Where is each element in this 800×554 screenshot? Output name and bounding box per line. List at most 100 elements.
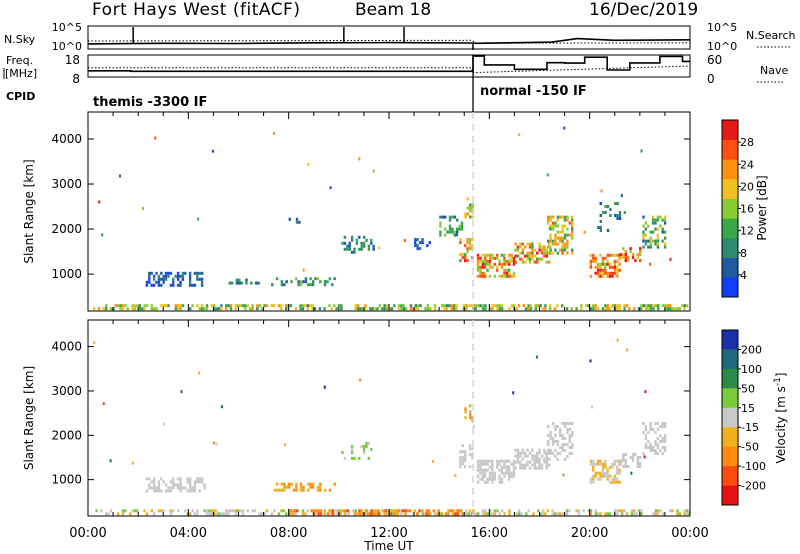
power-cell — [527, 307, 530, 311]
velocity-cell — [152, 480, 156, 484]
power-cell — [654, 221, 657, 225]
power-cell — [311, 283, 315, 287]
power-cell — [545, 248, 548, 252]
velocity-outlier — [589, 359, 592, 363]
velocity-cell — [179, 483, 182, 487]
power-cell — [563, 236, 567, 240]
power-cell — [150, 307, 153, 311]
power-cell — [297, 283, 300, 287]
velocity-cell — [403, 509, 407, 513]
velocity-cell — [327, 512, 330, 516]
power-cell — [616, 304, 619, 308]
velocity-cell — [293, 509, 296, 513]
power-cell — [656, 242, 660, 246]
power-cell — [200, 277, 204, 281]
power-cell — [571, 251, 574, 255]
velocity-cell — [459, 462, 462, 466]
power-cell — [479, 304, 482, 308]
power-cell — [642, 230, 645, 234]
power-cell — [481, 265, 484, 269]
power-cell — [191, 283, 194, 287]
power-cell — [604, 256, 607, 260]
power-cell — [559, 236, 562, 240]
power-cell — [196, 271, 199, 275]
power-cell — [439, 215, 442, 219]
power-cell — [571, 248, 574, 252]
power-cell — [251, 307, 254, 311]
velocity-cell — [551, 452, 555, 455]
velocity-colorbar-swatch — [722, 446, 738, 467]
power-cell — [383, 304, 386, 308]
power-cell — [553, 307, 557, 311]
power-cell — [559, 239, 562, 243]
velocity-cell — [203, 486, 206, 490]
x-tick-label: 20:00 — [571, 526, 608, 541]
velocity-outlier — [591, 405, 593, 409]
velocity-cell — [155, 489, 158, 493]
power-cell — [451, 215, 454, 219]
velocity-outlier — [212, 441, 215, 445]
velocity-cell — [566, 422, 569, 425]
power-cell — [551, 215, 555, 219]
velocity-cell — [571, 422, 574, 425]
velocity-cell — [330, 512, 333, 516]
velocity-cell — [624, 462, 627, 465]
power-cell — [519, 242, 522, 246]
power-cell — [498, 304, 501, 308]
velocity-cell — [464, 416, 467, 420]
power-cell — [604, 307, 607, 311]
power-cell — [656, 227, 660, 231]
velocity-cell — [556, 425, 559, 428]
power-cell — [629, 247, 632, 251]
velocity-cell — [556, 443, 559, 446]
power-cell — [184, 271, 187, 275]
velocity-cell — [198, 477, 201, 481]
velocity-cell — [563, 443, 567, 446]
power-cell — [606, 253, 609, 257]
power-cell — [196, 277, 199, 281]
power-cell — [138, 304, 141, 308]
power-cell — [524, 254, 527, 258]
velocity-cell — [505, 465, 508, 469]
velocity-cell — [469, 512, 473, 516]
power-cell — [409, 304, 413, 308]
velocity-cell — [582, 509, 585, 513]
power-cell — [114, 304, 117, 308]
velocity-cell — [215, 509, 218, 513]
power-cell — [512, 262, 516, 266]
velocity-cell — [661, 452, 664, 455]
velocity-cell — [519, 466, 522, 470]
power-cell — [476, 268, 480, 272]
velocity-cell — [512, 474, 516, 478]
power-cell — [681, 304, 684, 308]
velocity-cell — [516, 457, 520, 461]
power-cell — [592, 253, 595, 257]
power-cell — [481, 304, 485, 308]
velocity-cell — [317, 509, 320, 513]
power-cell — [464, 256, 467, 260]
velocity-cell — [563, 458, 567, 461]
velocity-cell — [121, 509, 125, 513]
power-cell — [448, 227, 452, 231]
velocity-cell — [661, 446, 664, 449]
velocity-cell — [538, 466, 541, 470]
power-cell — [188, 283, 192, 287]
velocity-cell — [554, 428, 557, 431]
power-cell — [594, 304, 597, 308]
velocity-cell — [517, 509, 521, 513]
power-cell — [623, 211, 626, 214]
power-cell — [639, 253, 642, 257]
velocity-cell — [346, 509, 349, 513]
velocity-cell — [538, 457, 541, 461]
power-cell — [467, 304, 470, 308]
velocity-cell — [471, 512, 474, 516]
power-cell — [561, 242, 564, 246]
velocity-cell — [486, 480, 489, 484]
velocity-cell — [157, 489, 161, 493]
velocity-cell — [476, 468, 480, 472]
power-cell — [652, 304, 655, 308]
velocity-cell — [484, 459, 487, 463]
velocity-cell — [663, 446, 667, 449]
power-cell — [676, 307, 679, 311]
velocity-cell — [196, 480, 199, 484]
